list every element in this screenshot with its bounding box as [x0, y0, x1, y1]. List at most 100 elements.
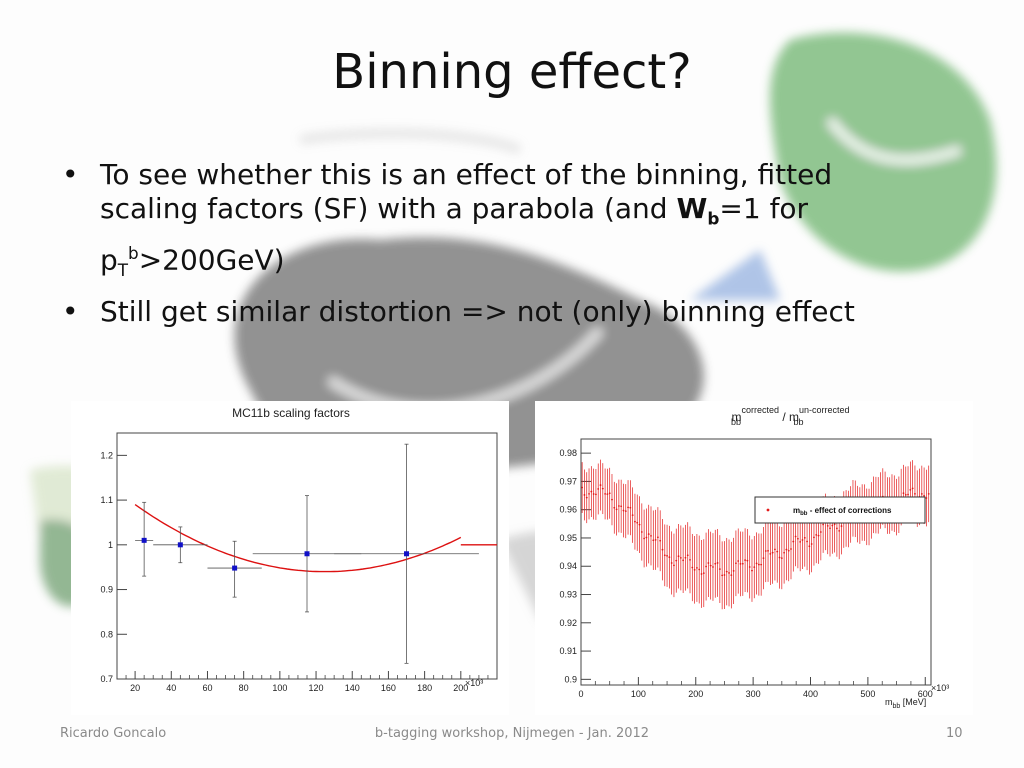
data-point: [675, 559, 678, 562]
data-point: [822, 523, 825, 526]
y-tick-label: 0.93: [559, 590, 577, 600]
data-point: [753, 566, 756, 569]
data-point: [661, 548, 664, 551]
data-point: [787, 549, 790, 552]
data-point: [806, 540, 808, 543]
data-point: [636, 521, 639, 524]
data-point: [739, 562, 742, 565]
data-point: [599, 484, 602, 486]
data-point: [611, 498, 613, 501]
x-tick-label: 200: [453, 683, 468, 693]
data-point: [592, 493, 595, 495]
data-point: [819, 531, 822, 533]
data-point: [728, 572, 730, 574]
data-point: [700, 573, 703, 575]
data-point: [757, 563, 760, 566]
x-tick-label: 40: [166, 683, 176, 693]
data-point: [911, 487, 914, 490]
data-point: [638, 523, 641, 526]
data-point: [760, 563, 763, 566]
data-point: [833, 523, 836, 526]
data-point: [904, 493, 907, 496]
bullet-dot-icon: •: [62, 158, 79, 191]
data-point: [810, 543, 813, 545]
data-point: [705, 565, 707, 568]
data-point: [785, 548, 788, 551]
data-point: [613, 506, 616, 509]
data-point: [581, 486, 584, 489]
data-point: [698, 568, 701, 571]
data-point: [707, 562, 710, 564]
data-point: [815, 533, 818, 536]
data-point: [590, 490, 593, 493]
plot-frame: [580, 438, 932, 686]
y-tick-label: 0.92: [559, 618, 577, 628]
data-point: [207, 540, 262, 598]
chart-panel-mass-ratio: mcorrected bb / mun-corrected bb 0 100 200 30…: [535, 401, 973, 715]
x-multiplier-label: ×10³: [931, 683, 949, 693]
bullet-dot-icon: •: [62, 294, 79, 328]
data-point: [771, 551, 774, 554]
data-point: [796, 537, 799, 540]
bullet-text: >200GeV): [138, 242, 285, 276]
data-point: [595, 493, 597, 496]
data-point: [718, 568, 721, 570]
bullet-item-binning: • To see whether this is an effect of th…: [58, 158, 938, 287]
data-point: [627, 506, 629, 509]
data-point: [677, 555, 680, 558]
data-point: [597, 488, 600, 490]
data-point: [778, 556, 781, 559]
data-point: [588, 492, 590, 495]
data-point: [776, 550, 779, 553]
x-tick-label: 120: [309, 683, 324, 693]
data-point: [663, 554, 666, 557]
data-point: [774, 548, 776, 551]
data-point: [838, 529, 841, 532]
data-point: [920, 493, 923, 495]
data-point: [813, 536, 815, 539]
data-point: [656, 536, 659, 539]
data-point: [735, 562, 737, 565]
data-point: [585, 496, 588, 499]
data-point: [801, 539, 804, 541]
data-point: [624, 510, 627, 513]
data-point: [679, 556, 682, 559]
data-point: [640, 531, 643, 533]
footer-event: b-tagging workshop, Nijmegen - Jan. 2012: [374, 726, 650, 741]
chart-title: MC11b scaling factors: [232, 406, 350, 420]
chart-scaling-factors: MC11b scaling factors 20 40 60 80 100 120 140 1…: [100, 406, 498, 693]
data-point: [737, 560, 740, 562]
x-tick-label: 300: [746, 689, 761, 699]
data-point: [780, 557, 783, 560]
data-point: [840, 525, 843, 527]
data-point: [767, 549, 769, 552]
data-point: [744, 559, 746, 561]
data-point: [634, 520, 636, 523]
data-point: [792, 540, 795, 543]
y-tick-label: 0.9: [564, 674, 577, 684]
bullet-item-distortion: • Still get similar distortion => not (o…: [58, 295, 938, 329]
data-point: [783, 551, 786, 554]
data-point: [725, 570, 728, 573]
data-point: [693, 568, 696, 571]
data-point: [702, 572, 705, 575]
data-point: [714, 562, 717, 565]
y-tick-label: 0.9: [100, 585, 113, 595]
data-point: [907, 493, 909, 496]
data-point: [617, 505, 620, 507]
x-tick-label: 100: [631, 689, 646, 699]
x-multiplier-label: ×10³: [465, 678, 483, 688]
data-point: [817, 534, 820, 537]
data-point: [712, 566, 714, 568]
y-tick-label: 1.1: [100, 495, 113, 505]
data-point: [645, 536, 648, 539]
data-point: [650, 534, 652, 537]
data-point: [684, 556, 687, 559]
x-tick-label: 80: [239, 683, 249, 693]
data-point: [691, 566, 694, 569]
data-point: [631, 514, 634, 517]
data-point: [748, 566, 751, 568]
data-point: [682, 559, 685, 562]
bullet-text: =1 for p: [100, 192, 809, 276]
data-point: [135, 501, 154, 577]
